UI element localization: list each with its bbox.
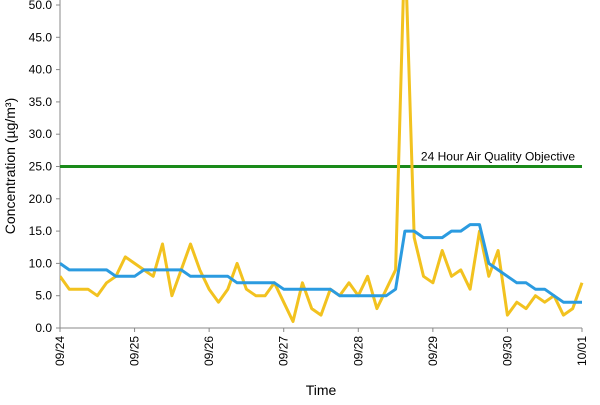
x-tick-label: 09/30 — [500, 336, 514, 366]
y-tick-label: 0.0 — [35, 321, 52, 335]
reference-label: 24 Hour Air Quality Objective — [421, 150, 575, 164]
y-tick-label: 20.0 — [29, 192, 53, 206]
y-tick-label: 5.0 — [35, 289, 52, 303]
y-tick-label: 10.0 — [29, 256, 53, 270]
x-tick-label: 10/01 — [575, 336, 589, 366]
x-tick-label: 09/29 — [426, 336, 440, 366]
x-tick-label: 09/28 — [351, 336, 365, 366]
x-axis-label: Time — [306, 382, 337, 398]
y-tick-label: 25.0 — [29, 160, 53, 174]
x-tick-label: 09/27 — [277, 336, 291, 366]
x-tick-label: 09/25 — [128, 336, 142, 366]
y-tick-label: 15.0 — [29, 224, 53, 238]
series-line — [60, 223, 582, 304]
y-tick-label: 35.0 — [29, 95, 53, 109]
y-axis-label: Concentration (µg/m³) — [2, 98, 18, 234]
y-tick-label: 45.0 — [29, 30, 53, 44]
y-tick-label: 50.0 — [29, 0, 53, 12]
y-tick-label: 30.0 — [29, 127, 53, 141]
y-tick-label: 40.0 — [29, 63, 53, 77]
x-tick-label: 09/26 — [202, 336, 216, 366]
series-line — [60, 0, 584, 323]
x-tick-label: 09/24 — [53, 336, 67, 366]
